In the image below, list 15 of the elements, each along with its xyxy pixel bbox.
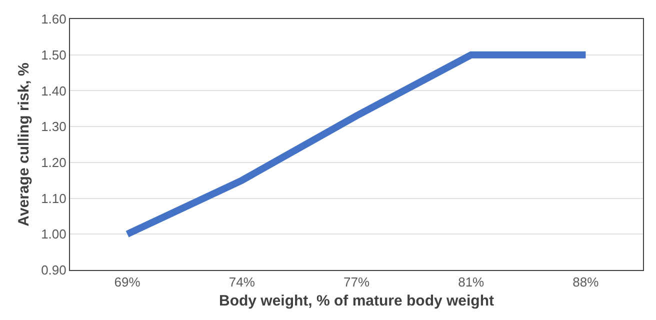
y-tick-label: 1.50 bbox=[41, 47, 66, 62]
x-tick-label: 69% bbox=[114, 274, 141, 290]
x-tick-label: 81% bbox=[458, 274, 485, 290]
y-tick-label: 0.90 bbox=[41, 262, 66, 278]
y-tick-label: 1.40 bbox=[41, 83, 66, 98]
y-axis-title: Average culling risk, % bbox=[15, 62, 32, 226]
x-axis-title: Body weight, % of mature body weight bbox=[218, 292, 494, 310]
y-tick-label: 1.10 bbox=[41, 190, 66, 206]
y-tick-label: 1.30 bbox=[41, 119, 66, 134]
y-tick-label: 1.00 bbox=[41, 226, 66, 242]
x-tick-label: 88% bbox=[572, 274, 600, 290]
y-tick-label: 1.20 bbox=[41, 154, 66, 170]
x-tick-label: 74% bbox=[228, 274, 256, 290]
y-tick-label: 1.60 bbox=[41, 12, 66, 27]
x-tick-label: 77% bbox=[343, 274, 370, 290]
